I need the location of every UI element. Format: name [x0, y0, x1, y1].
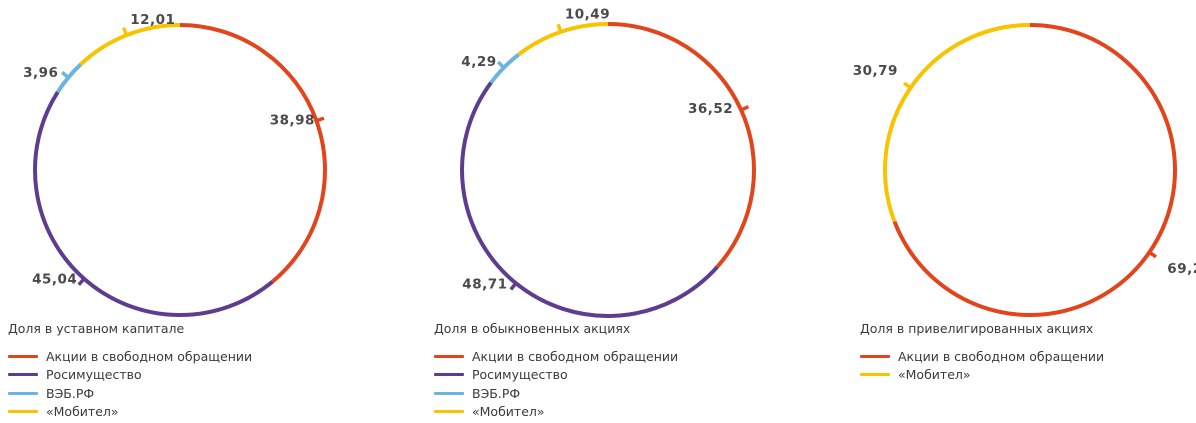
segment-tick [77, 276, 87, 286]
legend-swatch [434, 354, 464, 358]
data-label: 45,04 [32, 272, 77, 288]
data-label: 10,49 [565, 7, 610, 23]
data-label: 3,96 [23, 65, 58, 81]
legend-item: Росимущество [8, 366, 252, 385]
data-label: 4,29 [461, 54, 496, 70]
legend-item: «Мобител» [860, 366, 1104, 385]
ring-segment-акции-в-свободном-обращении [179, 23, 327, 284]
chart-panel-preferred-shares: 69,21 30,79 Доля в привелигированных акци… [852, 0, 1196, 423]
legend-item: Акции в свободном обращении [434, 347, 678, 366]
segment-tick [314, 116, 325, 123]
legend-item: Росимущество [434, 366, 678, 385]
ring-segment-вэб-рф [56, 62, 83, 94]
data-label: 69,21 [1167, 261, 1196, 277]
legend-label: ВЭБ.РФ [46, 385, 95, 401]
data-label: 36,52 [688, 101, 733, 117]
ring-chart-preferred-shares: 69,21 30,79 [853, 23, 1196, 317]
legend-label: Акции в свободном обращении [46, 348, 253, 364]
legend-label: Росимущество [46, 367, 142, 383]
segment-tick [509, 281, 518, 291]
segment-tick [556, 23, 563, 34]
legend-item: Акции в свободном обращении [8, 347, 252, 366]
ring-segment-мобител [883, 23, 1031, 223]
legend-label: «Мобител» [46, 404, 119, 420]
segment-tick [1147, 250, 1157, 259]
legend-swatch [860, 354, 890, 358]
ring-chart-ordinary-shares: 36,52 48,71 4,29 10,49 [460, 7, 756, 318]
legend-item: «Мобител» [434, 403, 678, 422]
ring-segment-мобител [79, 23, 181, 66]
segment-tick [496, 60, 506, 70]
chart-caption: Доля в уставном капитале [8, 321, 185, 336]
legend-item: «Мобител» [8, 403, 252, 422]
legend-label: Акции в свободном обращении [898, 348, 1105, 364]
ring-chart-charter-capital: 38,98 45,04 3,96 12,01 [23, 12, 327, 317]
data-label: 48,71 [462, 277, 507, 293]
legend-swatch [860, 373, 890, 377]
ring-segment-акции-в-свободном-обращении [607, 22, 756, 268]
legend-swatch [8, 354, 38, 358]
legend-label: «Мобител» [472, 404, 545, 420]
legend-label: «Мобител» [898, 367, 971, 383]
segment-tick [61, 71, 71, 80]
ring-segment-мобител [517, 22, 609, 57]
data-label: 30,79 [853, 63, 898, 79]
legend-item: Акции в свободном обращении [860, 347, 1104, 366]
chart-legend: Акции в свободном обращении Росимущество В… [8, 347, 252, 421]
legend-swatch [434, 410, 464, 414]
legend-label: ВЭБ.РФ [472, 385, 521, 401]
chart-caption: Доля в обыкновенных акциях [434, 321, 631, 336]
chart-legend: Акции в свободном обращении Росимущество В… [434, 347, 678, 421]
chart-caption: Доля в привелигированных акциях [860, 321, 1094, 336]
legend-label: Акции в свободном обращении [472, 348, 679, 364]
chart-legend: Акции в свободном обращении «Мобител» [860, 347, 1104, 384]
legend-item: ВЭБ.РФ [8, 384, 252, 403]
legend-swatch [434, 391, 464, 395]
legend-label: Росимущество [472, 367, 568, 383]
data-label: 12,01 [130, 12, 175, 28]
segment-tick [122, 27, 129, 37]
segment-tick [739, 105, 750, 112]
legend-swatch [8, 373, 38, 377]
legend-item: ВЭБ.РФ [434, 384, 678, 403]
chart-panel-charter-capital: 38,98 45,04 3,96 12,01 Доля в уставном капи… [0, 0, 400, 423]
ring-segment-акции-в-свободном-обращении [892, 23, 1177, 317]
data-label: 38,98 [270, 113, 315, 129]
segment-tick [903, 81, 913, 90]
legend-swatch [434, 373, 464, 377]
legend-swatch [8, 391, 38, 395]
legend-swatch [8, 410, 38, 414]
chart-panel-ordinary-shares: 36,52 48,71 4,29 10,49 Доля в обыкновенных … [426, 0, 826, 423]
